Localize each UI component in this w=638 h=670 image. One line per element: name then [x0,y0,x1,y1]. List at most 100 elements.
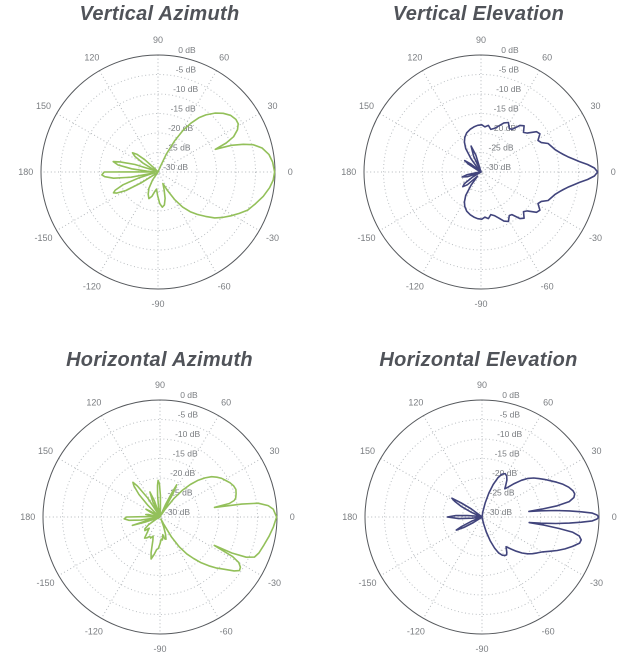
angle-label: 0 [612,512,617,522]
grid-spoke [101,415,219,619]
db-label: -10 dB [496,84,521,94]
grid-spoke [380,458,584,576]
chart-title-horizontal-azimuth: Horizontal Azimuth [66,349,253,371]
grid-spoke [423,415,541,619]
angle-label: 90 [476,35,486,45]
angle-label: -90 [474,299,487,309]
db-label: 0 dB [501,45,519,55]
db-label: -20 dB [491,123,516,133]
grid-ring [403,438,561,596]
angle-label: -120 [83,282,101,292]
grid-spoke [379,113,583,231]
angle-label: 120 [407,53,422,63]
grid-ring [79,93,237,251]
grid-spoke [423,415,541,619]
pattern-curve [461,121,599,223]
polar-chart-horizontal-elevation: 0 30 60 90 120 150 180 -150 -120 -90 -60 -30 0 dB -5 … [342,380,616,654]
db-label: -5 dB [499,65,520,75]
angle-label: 0 [611,167,616,177]
grid-spoke [101,415,219,619]
angle-label: 0 [290,512,295,522]
angle-label: -60 [220,627,233,637]
polar-chart-horizontal-azimuth: 0 30 60 90 120 150 180 -150 -120 -90 -60 -30 0 dB -5 … [20,380,294,654]
angle-label: -90 [151,299,164,309]
angle-label: -90 [475,644,488,654]
pattern-curve [446,472,600,557]
angle-label: -30 [266,233,279,243]
grid-ring [383,74,579,270]
angle-label: -90 [153,644,166,654]
angle-label: -30 [589,233,602,243]
grid-ring [384,419,580,615]
angle-label: 60 [219,53,229,63]
angle-label: -120 [85,627,103,637]
angle-label: -30 [590,578,603,588]
grid-spoke [422,70,540,274]
angle-label: -150 [34,233,52,243]
angle-label: 90 [153,35,163,45]
db-label: -15 dB [171,104,196,114]
db-label: -30 dB [163,162,188,172]
angle-label: 30 [591,446,601,456]
angle-label: 180 [341,167,356,177]
angle-label: -150 [357,233,375,243]
angle-label: 180 [342,512,357,522]
grid-spoke [58,458,262,576]
angle-label: 0 [288,167,293,177]
grid-spoke [99,70,217,274]
pattern-curve [101,112,276,219]
chart-title-horizontal-elevation: Horizontal Elevation [379,349,578,371]
db-label: -15 dB [173,449,198,459]
angle-label: 90 [155,380,165,390]
grid-spoke [380,458,584,576]
db-label: -30 dB [487,507,512,517]
db-label: -5 dB [176,65,197,75]
angle-label: -60 [541,282,554,292]
db-label: -10 dB [173,84,198,94]
grid-spoke [422,70,540,274]
db-label: -15 dB [494,104,519,114]
polar-chart-vertical-azimuth: 0 30 60 90 120 150 180 -150 -120 -90 -60 -30 0 dB -5 … [18,35,292,309]
db-label: -25 dB [489,143,514,153]
db-label: -30 dB [165,507,190,517]
grid-spoke [379,113,583,231]
db-label: 0 dB [178,45,196,55]
grid-ring [120,477,200,557]
chart-title-vertical-elevation: Vertical Elevation [392,3,565,25]
db-label: -25 dB [490,488,515,498]
angle-label: 30 [267,101,277,111]
angle-label: 150 [359,101,374,111]
db-label: -20 dB [170,468,195,478]
angle-label: 60 [543,398,553,408]
angle-label: -150 [358,578,376,588]
db-label: -25 dB [166,143,191,153]
angle-label: 30 [269,446,279,456]
angle-label: -120 [406,282,424,292]
grid-spoke [56,113,260,231]
polar-chart-vertical-elevation: 0 30 60 90 120 150 180 -150 -120 -90 -60 -30 0 dB -5 … [341,35,615,309]
db-label: -5 dB [178,410,199,420]
angle-label: -120 [407,627,425,637]
chart-title-vertical-azimuth: Vertical Azimuth [79,3,240,25]
grid-spoke [58,458,262,576]
db-label: 0 dB [502,390,520,400]
angle-label: 150 [36,101,51,111]
angle-label: 180 [20,512,35,522]
angle-label: 150 [38,446,53,456]
grid-spoke [56,113,260,231]
grid-ring [62,419,258,615]
angle-label: -60 [218,282,231,292]
angle-label: -60 [542,627,555,637]
pattern-curve [470,145,482,173]
angle-label: -30 [268,578,281,588]
db-label: -30 dB [486,162,511,172]
grid-ring [442,477,522,557]
grid-ring [81,438,239,596]
grid-ring [60,74,256,270]
grid-ring [402,93,560,251]
grid-spoke [99,70,217,274]
db-label: -15 dB [495,449,520,459]
angle-label: -150 [36,578,54,588]
